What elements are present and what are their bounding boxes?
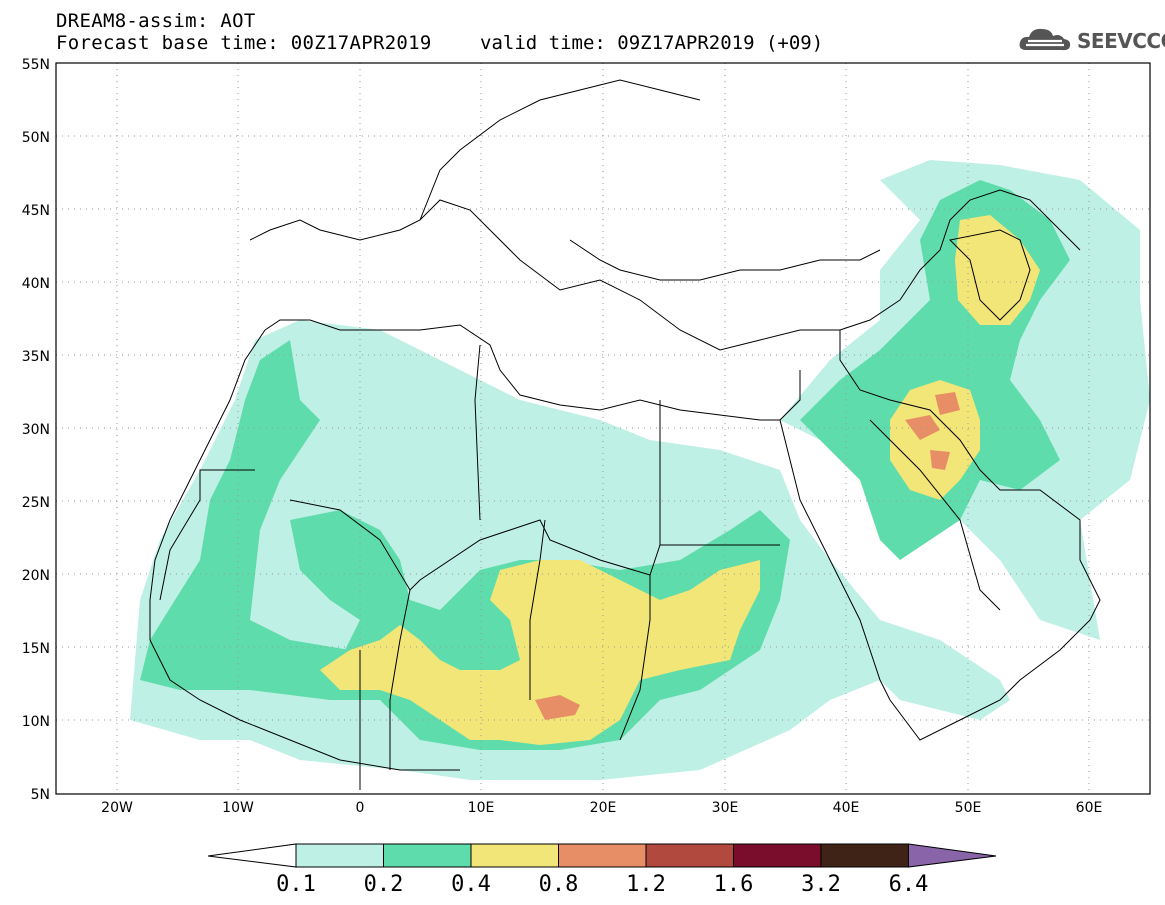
colorbar-low-arrow xyxy=(207,843,297,868)
colorbar-label: 6.4 xyxy=(889,872,929,897)
lon-label: 50E xyxy=(955,800,982,816)
colorbar-label: 0.1 xyxy=(276,872,316,897)
forecast-base-time: Forecast base time: 00Z17APR2019 xyxy=(56,32,432,54)
lat-label: 45N xyxy=(22,203,50,219)
colorbar-label: 1.6 xyxy=(714,872,754,897)
lon-label: 20E xyxy=(590,800,617,816)
valid-time: valid time: 09Z17APR2019 (+09) xyxy=(480,32,824,54)
logo-text: SEEVCCC xyxy=(1077,29,1165,53)
logo: SEEVCCC xyxy=(1016,24,1165,58)
lat-label: 25N xyxy=(22,495,50,511)
cloud-icon xyxy=(1019,28,1071,51)
colorbar-segment xyxy=(383,843,472,868)
lon-label: 20W xyxy=(101,800,133,816)
lat-label: 55N xyxy=(22,57,50,73)
colorbar-segment xyxy=(733,843,822,868)
lon-label: 40E xyxy=(833,800,860,816)
lon-label: 10E xyxy=(468,800,495,816)
lat-label: 20N xyxy=(22,568,50,584)
lat-label: 10N xyxy=(22,714,50,730)
colorbar-label: 0.2 xyxy=(364,872,404,897)
colorbar-segment xyxy=(645,843,734,868)
lat-label: 50N xyxy=(22,130,50,146)
lon-label: 30E xyxy=(712,800,739,816)
colorbar-label: 0.4 xyxy=(451,872,491,897)
colorbar-segment xyxy=(558,843,647,868)
map-title: DREAM8-assim: AOT xyxy=(56,10,256,32)
lon-label: 60E xyxy=(1076,800,1103,816)
lon-label: 0 xyxy=(356,800,365,816)
colorbar-segment xyxy=(820,843,909,868)
lat-label: 40N xyxy=(22,276,50,292)
colorbar-label: 1.2 xyxy=(626,872,666,897)
colorbar-label: 3.2 xyxy=(801,872,841,897)
lat-label: 35N xyxy=(22,349,50,365)
map-frame xyxy=(55,62,1151,795)
colorbar-segment xyxy=(470,843,559,868)
colorbar xyxy=(207,843,997,868)
colorbar-segment xyxy=(295,843,384,868)
lon-label: 10W xyxy=(222,800,254,816)
colorbar-label: 0.8 xyxy=(539,872,579,897)
lat-label: 15N xyxy=(22,641,50,657)
lat-label: 5N xyxy=(31,787,50,803)
lat-label: 30N xyxy=(22,422,50,438)
colorbar-high-arrow xyxy=(908,843,997,868)
